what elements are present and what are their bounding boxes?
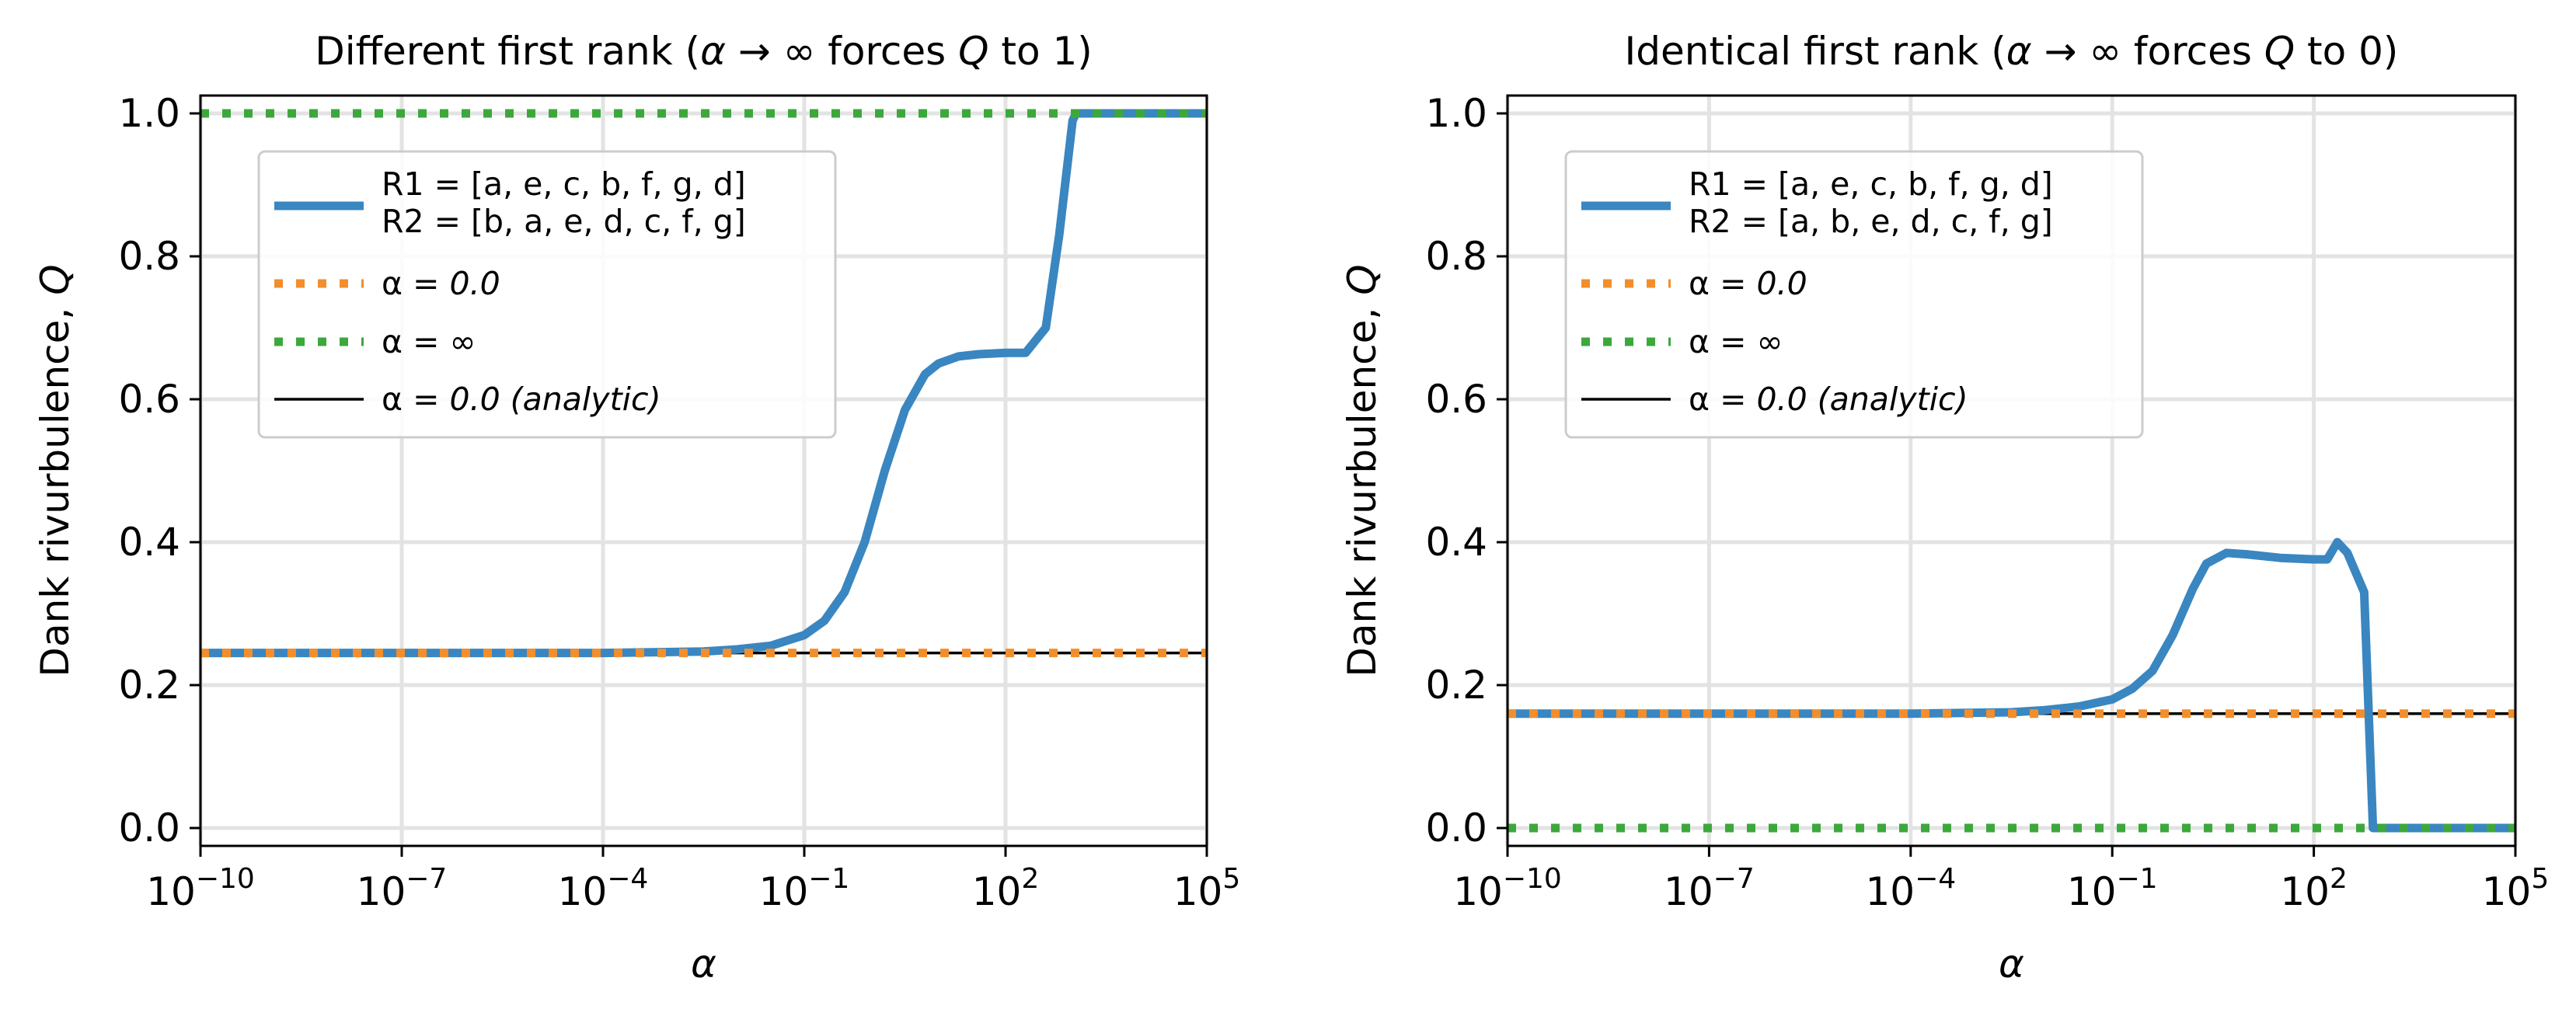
y-tick-label: 0.0 (1425, 805, 1487, 851)
legend-label: R1 = [a, e, c, b, f, g, d] (1689, 165, 2053, 203)
legend-box (257, 150, 837, 439)
series-layer (1508, 538, 2515, 833)
y-tick-label: 0.0 (118, 805, 180, 851)
y-tick-label: 0.2 (118, 663, 180, 708)
x-tick-label: 102 (2280, 863, 2348, 914)
legend-label: α = 0.0 (382, 265, 500, 302)
x-tick-label: 10−1 (2067, 863, 2158, 914)
y-tick-label: 0.6 (1425, 377, 1487, 422)
legend-label: R1 = [a, e, c, b, f, g, d] (382, 165, 746, 203)
legend-label: α = 0.0 (analytic) (382, 381, 661, 418)
legend-label: α = 0.0 (1689, 265, 1807, 302)
y-tick-label: 1.0 (1425, 91, 1487, 136)
series-layer (200, 109, 1207, 658)
y-tick-label: 0.8 (118, 234, 180, 279)
legend: R1 = [a, e, c, b, f, g, d]R2 = [a, b, e,… (1564, 150, 2144, 439)
x-tick-label: 10−10 (1453, 863, 1562, 914)
chart-panel-1: 10−10 10−7 10−4 10−1 102 105 0.0 0.2 0.4 0.6 0.8 1.… (33, 29, 1240, 986)
x-tick-label: 105 (1173, 863, 1241, 914)
legend: R1 = [a, e, c, b, f, g, d]R2 = [b, a, e,… (257, 150, 837, 439)
y-tick-label: 0.6 (118, 377, 180, 422)
x-tick-label: 10−7 (357, 863, 448, 914)
x-tick-label: 10−1 (759, 863, 850, 914)
y-axis-label: Dank rivurbulence, Q (33, 264, 78, 677)
x-tick-label: 105 (2482, 863, 2550, 914)
plot-frame (199, 94, 1208, 847)
chart-title: Identical first rank (α → ∞ forces Q to … (1625, 29, 2399, 74)
x-axis-label: α (1999, 941, 2024, 986)
legend-label: R2 = [a, b, e, d, c, f, g] (1689, 203, 2053, 240)
plot-frame (1506, 94, 2517, 847)
x-tick-label: 10−4 (1865, 863, 1956, 914)
y-tick-label: 0.8 (1425, 234, 1487, 279)
x-tick-label: 10−4 (558, 863, 649, 914)
legend-box (1564, 150, 2144, 439)
chart-panel-2: 10−10 10−7 10−4 10−1 102 105 0.0 0.2 0.4 0.6 0.8 1.… (1340, 29, 2549, 986)
legend-label: α = ∞ (382, 323, 476, 360)
x-axis-label: α (691, 941, 716, 986)
series-line-1 (1508, 538, 2515, 833)
y-tick-label: 0.4 (1425, 520, 1487, 565)
legend-label: α = 0.0 (analytic) (1689, 381, 1968, 418)
x-tick-label: 10−10 (146, 863, 255, 914)
legend-label: α = ∞ (1689, 323, 1783, 360)
y-tick-label: 0.2 (1425, 663, 1487, 708)
y-axis-label: Dank rivurbulence, Q (1340, 264, 1385, 677)
y-tick-label: 0.4 (118, 520, 180, 565)
x-tick-label: 10−7 (1664, 863, 1755, 914)
y-tick-label: 1.0 (118, 91, 180, 136)
chart-title: Different first rank (α → ∞ forces Q to … (315, 29, 1093, 74)
legend-label: R2 = [b, a, e, d, c, f, g] (382, 203, 746, 240)
series-line-1 (200, 109, 1207, 658)
x-tick-label: 102 (972, 863, 1040, 914)
